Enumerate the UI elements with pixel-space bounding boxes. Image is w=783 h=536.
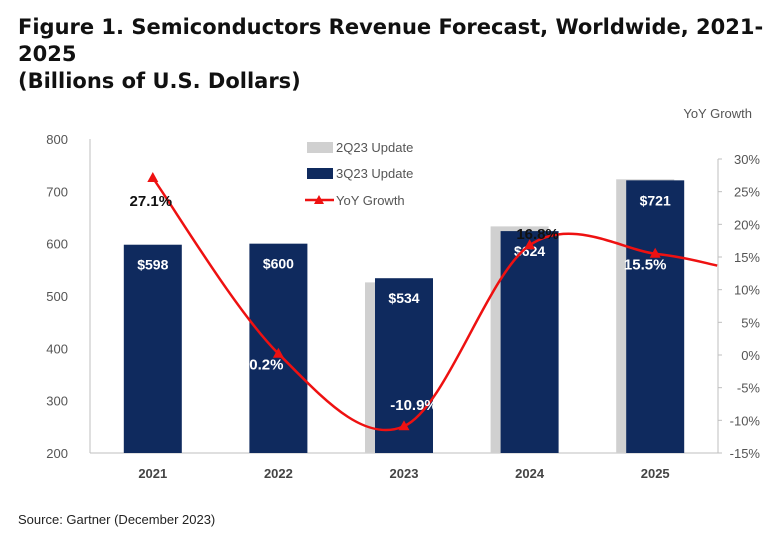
chart-title: Figure 1. Semiconductors Revenue Forecas… <box>18 14 778 95</box>
bar-3q23 <box>500 231 559 453</box>
y2-tick-label: 10% <box>734 283 760 298</box>
yoy-marker <box>398 420 410 431</box>
x-tick-label: 2021 <box>138 466 167 481</box>
y-tick-label: 200 <box>46 446 68 461</box>
yoy-value-label: -10.9% <box>390 397 438 414</box>
legend-marker-yoy <box>314 195 324 204</box>
bar-value-label: $598 <box>137 257 168 273</box>
title-line-1: Figure 1. Semiconductors Revenue Forecas… <box>18 15 764 66</box>
y2-tick-label: 5% <box>741 315 760 330</box>
yoy-marker <box>649 247 661 258</box>
yoy-value-label: 0.2% <box>249 357 283 374</box>
y2-tick-label: -15% <box>730 446 761 461</box>
y2-tick-label: -10% <box>730 413 761 428</box>
y2-tick-label: 25% <box>734 185 760 200</box>
yoy-value-label: 15.5% <box>624 257 667 274</box>
y2-tick-label: -5% <box>737 381 761 396</box>
y-tick-label: 500 <box>46 289 68 304</box>
legend-label-yoy: YoY Growth <box>336 193 405 208</box>
legend-label-2q23: 2Q23 Update <box>336 140 413 155</box>
bar-3q23 <box>123 244 182 453</box>
bar-value-label: $624 <box>514 243 545 259</box>
x-tick-label: 2024 <box>515 466 545 481</box>
y-tick-label: 600 <box>46 237 68 252</box>
y2-tick-label: 30% <box>734 152 760 167</box>
y-tick-label: 800 <box>46 132 68 147</box>
yoy-value-label: 27.1% <box>130 193 173 210</box>
bar-value-label: $600 <box>263 256 294 272</box>
y2-axis-label: YoY Growth <box>683 106 752 121</box>
yoy-growth-line <box>151 177 718 432</box>
yoy-marker <box>272 347 284 358</box>
bar-3q23 <box>626 180 685 454</box>
y2-tick-label: 20% <box>734 217 760 232</box>
y2-tick-label: 0% <box>741 348 760 363</box>
x-tick-label: 2023 <box>390 466 419 481</box>
legend-swatch-2q23 <box>307 142 333 153</box>
bar-value-label: $721 <box>640 192 671 208</box>
yoy-marker <box>524 239 536 250</box>
source-note: Source: Gartner (December 2023) <box>18 512 216 527</box>
chart: 200 300 400 500 600 700 800 -15% -10% -5% 0% 5% 10% 1… <box>46 106 761 481</box>
y-tick-label: 300 <box>46 394 68 409</box>
legend-label-3q23: 3Q23 Update <box>336 166 413 181</box>
legend-swatch-3q23 <box>307 168 333 179</box>
y2-tick-label: 15% <box>734 250 760 265</box>
bar-value-label: $534 <box>388 290 419 306</box>
y-tick-label: 400 <box>46 341 68 356</box>
title-line-2: (Billions of U.S. Dollars) <box>18 69 301 93</box>
yoy-value-label: 16.8% <box>516 226 559 243</box>
x-tick-label: 2022 <box>264 466 293 481</box>
x-tick-label: 2025 <box>641 466 670 481</box>
yoy-marker <box>147 171 159 182</box>
y-tick-label: 700 <box>46 184 68 199</box>
